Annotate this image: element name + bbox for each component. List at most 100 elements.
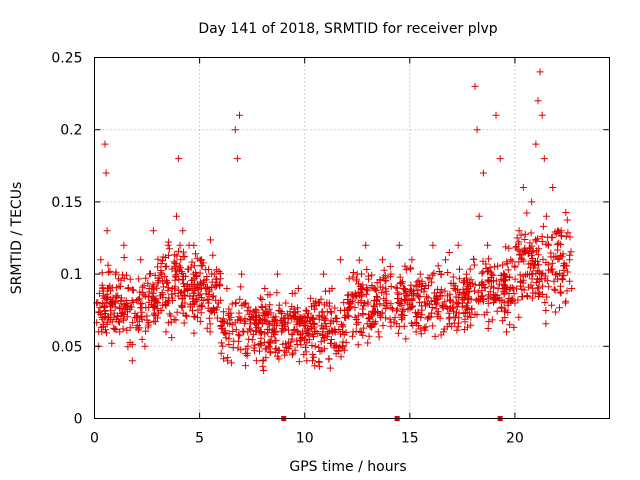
data-point <box>206 320 214 328</box>
data-point <box>293 318 301 326</box>
data-point <box>552 252 560 260</box>
data-point <box>441 287 449 295</box>
data-point <box>331 304 339 312</box>
data-point <box>559 276 567 284</box>
data-point <box>481 284 489 292</box>
data-point <box>503 260 511 268</box>
data-point <box>518 255 526 263</box>
data-point <box>345 299 353 307</box>
data-point <box>326 364 334 372</box>
data-point <box>119 325 127 333</box>
data-point <box>378 309 386 317</box>
data-point <box>115 282 123 290</box>
data-point <box>344 296 352 303</box>
data-point <box>402 335 410 343</box>
data-point <box>527 281 535 289</box>
data-point <box>566 277 574 285</box>
data-point <box>394 295 401 302</box>
data-point <box>513 285 521 293</box>
data-point <box>261 345 269 353</box>
data-point <box>262 354 270 362</box>
data-point <box>566 233 574 241</box>
data-point <box>351 313 359 321</box>
data-point <box>302 343 309 351</box>
data-point <box>510 323 518 331</box>
data-point <box>138 335 146 343</box>
data-point <box>251 341 259 349</box>
data-point <box>242 362 250 370</box>
data-point <box>542 307 550 314</box>
data-point <box>216 269 224 277</box>
data-point <box>438 302 446 310</box>
data-point <box>273 289 281 297</box>
data-point <box>416 292 424 300</box>
data-point <box>416 298 423 306</box>
data-point <box>184 265 192 273</box>
data-point <box>538 233 546 241</box>
data-point <box>338 320 345 328</box>
data-point <box>423 299 431 307</box>
data-point <box>210 270 218 278</box>
data-point <box>198 301 205 309</box>
data-point <box>129 286 136 294</box>
data-point <box>512 243 520 250</box>
data-point <box>328 309 335 317</box>
data-point <box>115 318 123 326</box>
data-point <box>168 285 176 292</box>
data-point <box>308 342 316 349</box>
data-point <box>128 297 136 304</box>
data-point <box>454 285 461 293</box>
data-point <box>225 335 233 343</box>
data-point <box>172 316 180 324</box>
data-point <box>547 249 555 257</box>
data-point <box>345 291 353 299</box>
data-point <box>352 320 360 328</box>
data-point <box>373 293 381 300</box>
data-point <box>463 270 471 278</box>
data-point <box>164 241 172 249</box>
data-point <box>543 277 551 285</box>
data-point <box>532 279 540 287</box>
data-point <box>500 299 508 307</box>
data-point <box>135 326 142 334</box>
data-point <box>494 262 502 270</box>
data-point <box>237 283 245 291</box>
data-point <box>173 308 181 316</box>
data-point <box>441 298 449 306</box>
data-point <box>511 275 519 283</box>
data-point <box>502 243 510 251</box>
data-point <box>242 299 250 307</box>
data-point <box>464 293 472 301</box>
data-point <box>203 273 211 280</box>
data-point <box>198 261 206 269</box>
data-point <box>300 312 308 320</box>
data-point <box>168 290 176 298</box>
data-point <box>126 275 134 283</box>
data-point <box>157 269 165 277</box>
data-point <box>470 261 478 269</box>
data-point <box>428 304 436 311</box>
data-point <box>213 278 221 286</box>
data-point <box>98 281 106 289</box>
data-point <box>249 330 257 338</box>
data-point <box>418 279 426 287</box>
data-point <box>175 286 183 294</box>
data-point <box>196 290 204 298</box>
data-point <box>273 270 281 278</box>
data-point <box>484 291 492 299</box>
x-tick-label: 0 <box>90 431 99 447</box>
data-point <box>317 295 325 303</box>
data-point <box>349 269 357 276</box>
data-point <box>260 367 268 374</box>
data-point <box>213 314 221 322</box>
data-point <box>333 315 341 322</box>
data-point <box>194 313 201 321</box>
data-point <box>199 297 207 304</box>
data-point <box>116 328 124 336</box>
data-point <box>327 317 335 325</box>
data-point <box>327 308 335 315</box>
data-point <box>320 270 328 278</box>
data-point <box>492 111 500 119</box>
data-point <box>454 241 462 249</box>
